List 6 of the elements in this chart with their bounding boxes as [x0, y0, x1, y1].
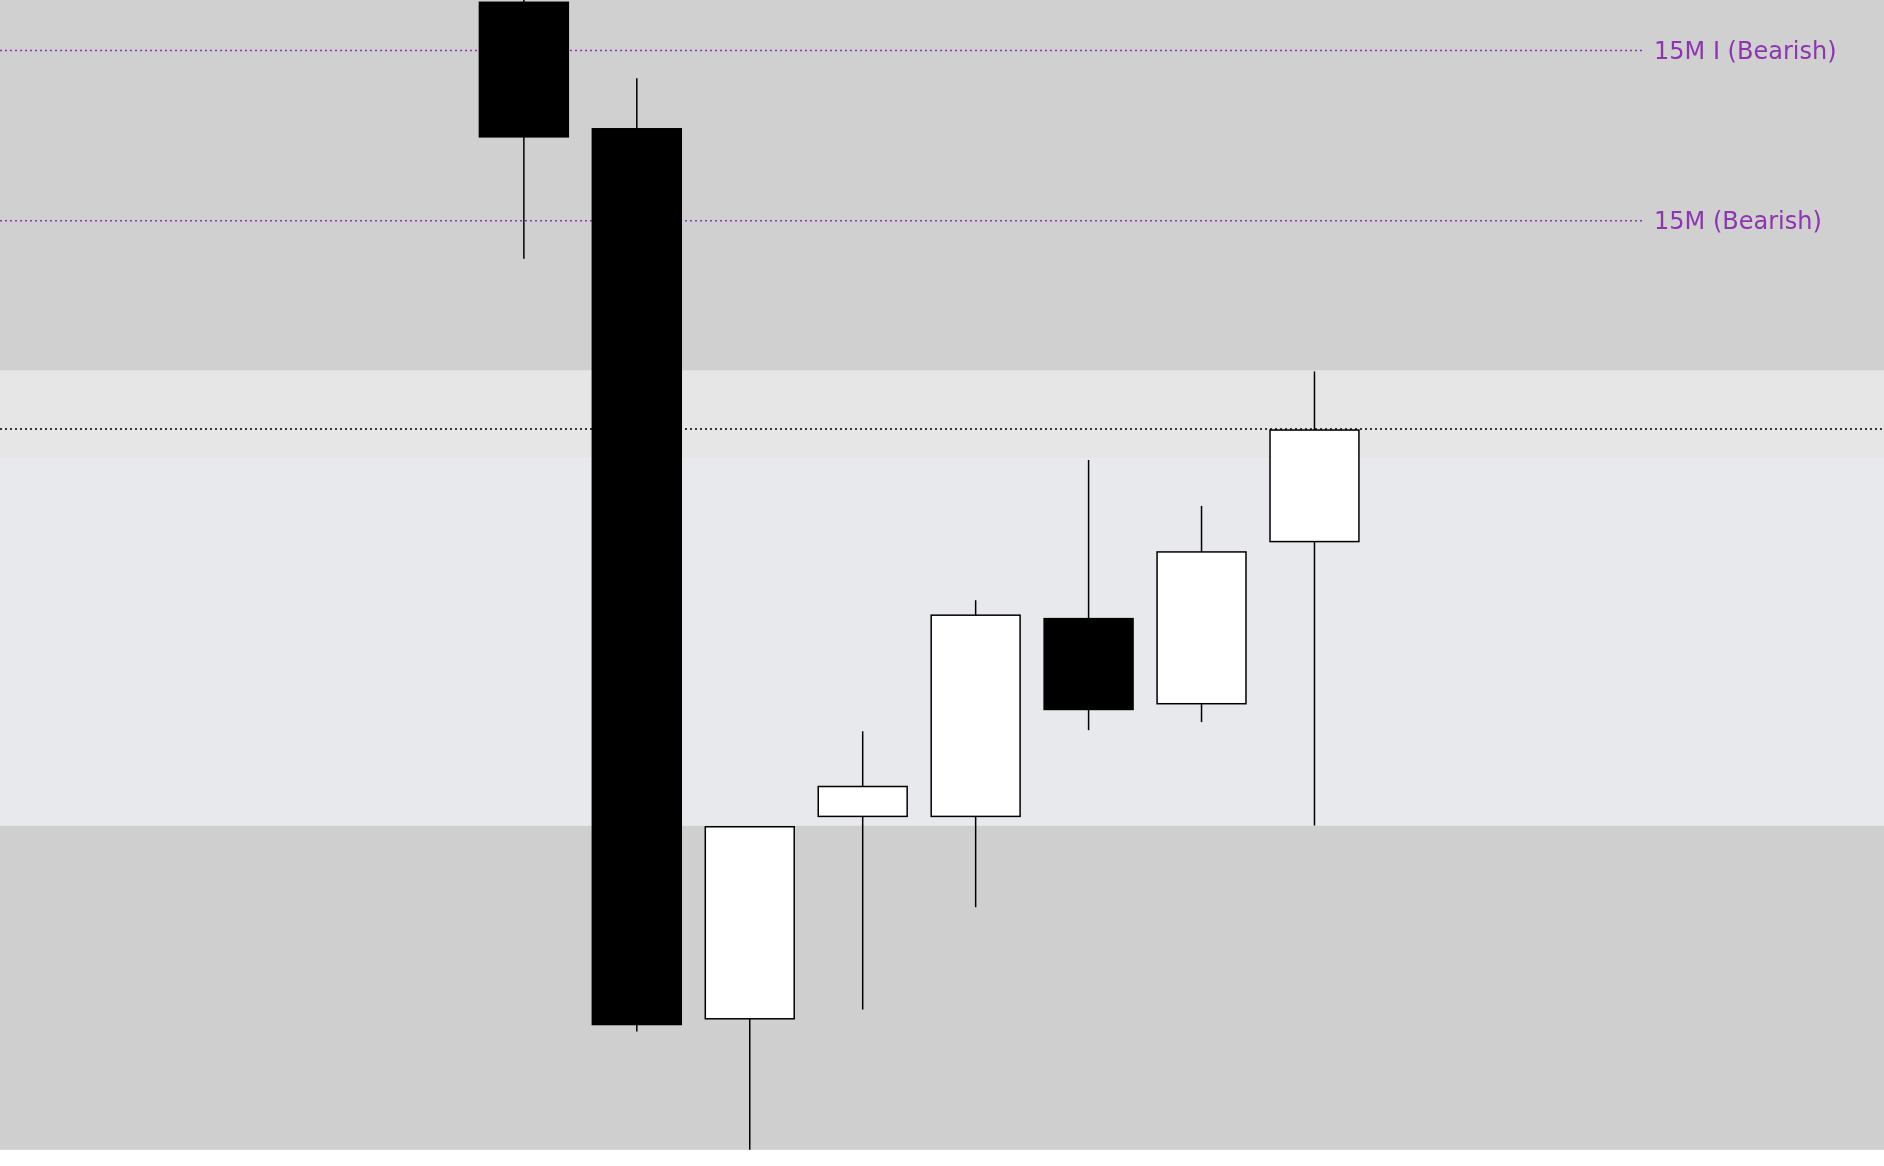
candlestick — [1156, 505, 1247, 723]
ref-line-label: 15M I (Bearish) — [1654, 36, 1837, 65]
ref-line-label: 15M (Bearish) — [1654, 207, 1822, 236]
candlestick — [1043, 459, 1134, 731]
candlestick — [478, 0, 570, 260]
candlestick — [817, 730, 908, 1011]
